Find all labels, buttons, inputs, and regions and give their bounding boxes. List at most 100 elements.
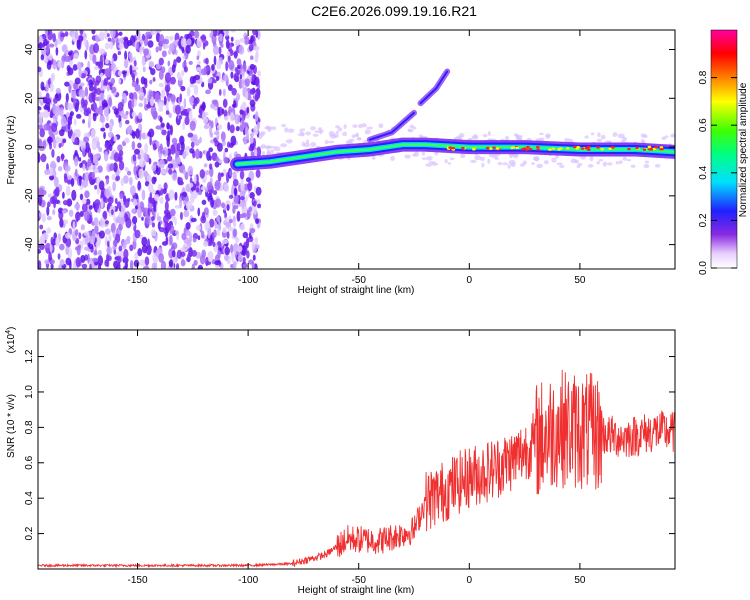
noise-blob: [42, 140, 47, 150]
noise-blob: [99, 72, 104, 78]
noise-blob: [180, 85, 186, 92]
noise-blob: [255, 169, 261, 178]
ridge-peak: [659, 148, 664, 151]
noise-blob: [50, 236, 54, 246]
noise-blob: [169, 234, 173, 246]
noise-blob: [596, 161, 600, 165]
noise-blob: [94, 136, 100, 143]
noise-blob: [589, 156, 594, 162]
ridge-branch-core: [368, 111, 415, 141]
noise-blob: [252, 254, 256, 261]
noise-blob: [127, 197, 131, 203]
noise-blob: [171, 63, 176, 73]
noise-blob: [151, 164, 157, 172]
noise-blob: [138, 102, 144, 108]
noise-blob: [143, 48, 150, 56]
noise-blob: [261, 151, 265, 156]
ridge-peak: [535, 145, 540, 149]
noise-blob: [222, 227, 227, 234]
noise-blob: [189, 147, 195, 154]
noise-blob: [164, 231, 168, 238]
noise-blob: [98, 230, 105, 239]
noise-blob: [66, 179, 72, 185]
noise-blob: [180, 259, 186, 267]
snr-scale-base: (x10: [6, 333, 17, 353]
noise-blob: [158, 253, 165, 263]
noise-blob: [319, 129, 323, 135]
noise-blob: [92, 154, 99, 165]
noise-blob: [254, 149, 258, 156]
noise-blob: [141, 56, 146, 67]
snr-y-ticks: 0.2 0.4 0.6 0.8 1.0 1.2: [24, 349, 675, 541]
noise-blob: [213, 131, 220, 136]
noise-blob: [131, 111, 137, 118]
noise-blob: [193, 259, 198, 266]
noise-blob: [94, 96, 101, 102]
noise-blob: [218, 89, 222, 96]
noise-blob: [133, 60, 137, 67]
noise-blob: [148, 94, 152, 100]
noise-blob: [152, 77, 156, 82]
noise-blob: [116, 255, 122, 264]
noise-blob: [206, 150, 211, 162]
noise-blob: [123, 38, 130, 49]
noise-blob: [185, 200, 193, 211]
snr-marks: [38, 369, 675, 569]
noise-blob: [71, 90, 77, 99]
noise-blob: [64, 165, 71, 172]
noise-blob: [147, 207, 151, 218]
noise-blob: [618, 160, 623, 164]
noise-blob: [168, 168, 173, 175]
noise-blob: [154, 233, 158, 242]
noise-blob: [186, 112, 190, 119]
noise-blob: [230, 135, 237, 146]
noise-blob: [100, 197, 104, 209]
noise-blob: [209, 218, 215, 228]
noise-blob: [38, 248, 42, 255]
noise-blob: [244, 126, 249, 135]
noise-blob: [564, 137, 571, 143]
noise-blob: [91, 139, 98, 151]
noise-blob: [612, 132, 618, 138]
ridge-peak: [580, 147, 585, 150]
noise-blob: [226, 203, 230, 210]
noise-blob: [131, 208, 136, 214]
ridge-peak: [608, 147, 612, 151]
noise-blob: [447, 162, 452, 165]
noise-blob: [183, 98, 187, 109]
noise-blob: [84, 190, 90, 199]
noise-blob: [175, 104, 181, 115]
noise-blob: [174, 216, 177, 226]
noise-blob: [241, 245, 247, 257]
noise-blob: [444, 158, 448, 164]
noise-blob: [138, 95, 144, 101]
noise-blob: [65, 185, 71, 196]
noise-blob: [118, 245, 123, 252]
noise-blob: [199, 254, 206, 265]
noise-blob: [197, 235, 201, 241]
noise-blob: [203, 163, 208, 168]
noise-blob: [73, 118, 77, 126]
noise-blob: [169, 76, 176, 85]
noise-blob: [198, 136, 202, 144]
noise-blob: [76, 61, 82, 71]
noise-blob: [61, 61, 65, 69]
noise-blob: [167, 163, 174, 169]
snr-frame: [37, 329, 676, 570]
noise-blob: [104, 30, 108, 40]
noise-blob: [556, 162, 563, 166]
noise-blob: [64, 31, 69, 37]
chart-title: C2E6.2026.099.19.16.R21: [311, 3, 477, 19]
noise-blob: [157, 216, 162, 221]
noise-blob: [188, 110, 193, 121]
noise-blob: [197, 266, 203, 269]
snr-y-tick-label: 0.4: [24, 491, 35, 505]
noise-blob: [371, 155, 376, 160]
noise-blob: [192, 232, 199, 240]
noise-blob: [626, 158, 632, 162]
noise-blob: [115, 174, 121, 182]
noise-blob: [187, 165, 194, 176]
noise-blob: [134, 251, 139, 261]
noise-blob: [97, 255, 104, 267]
noise-blob: [194, 148, 200, 160]
